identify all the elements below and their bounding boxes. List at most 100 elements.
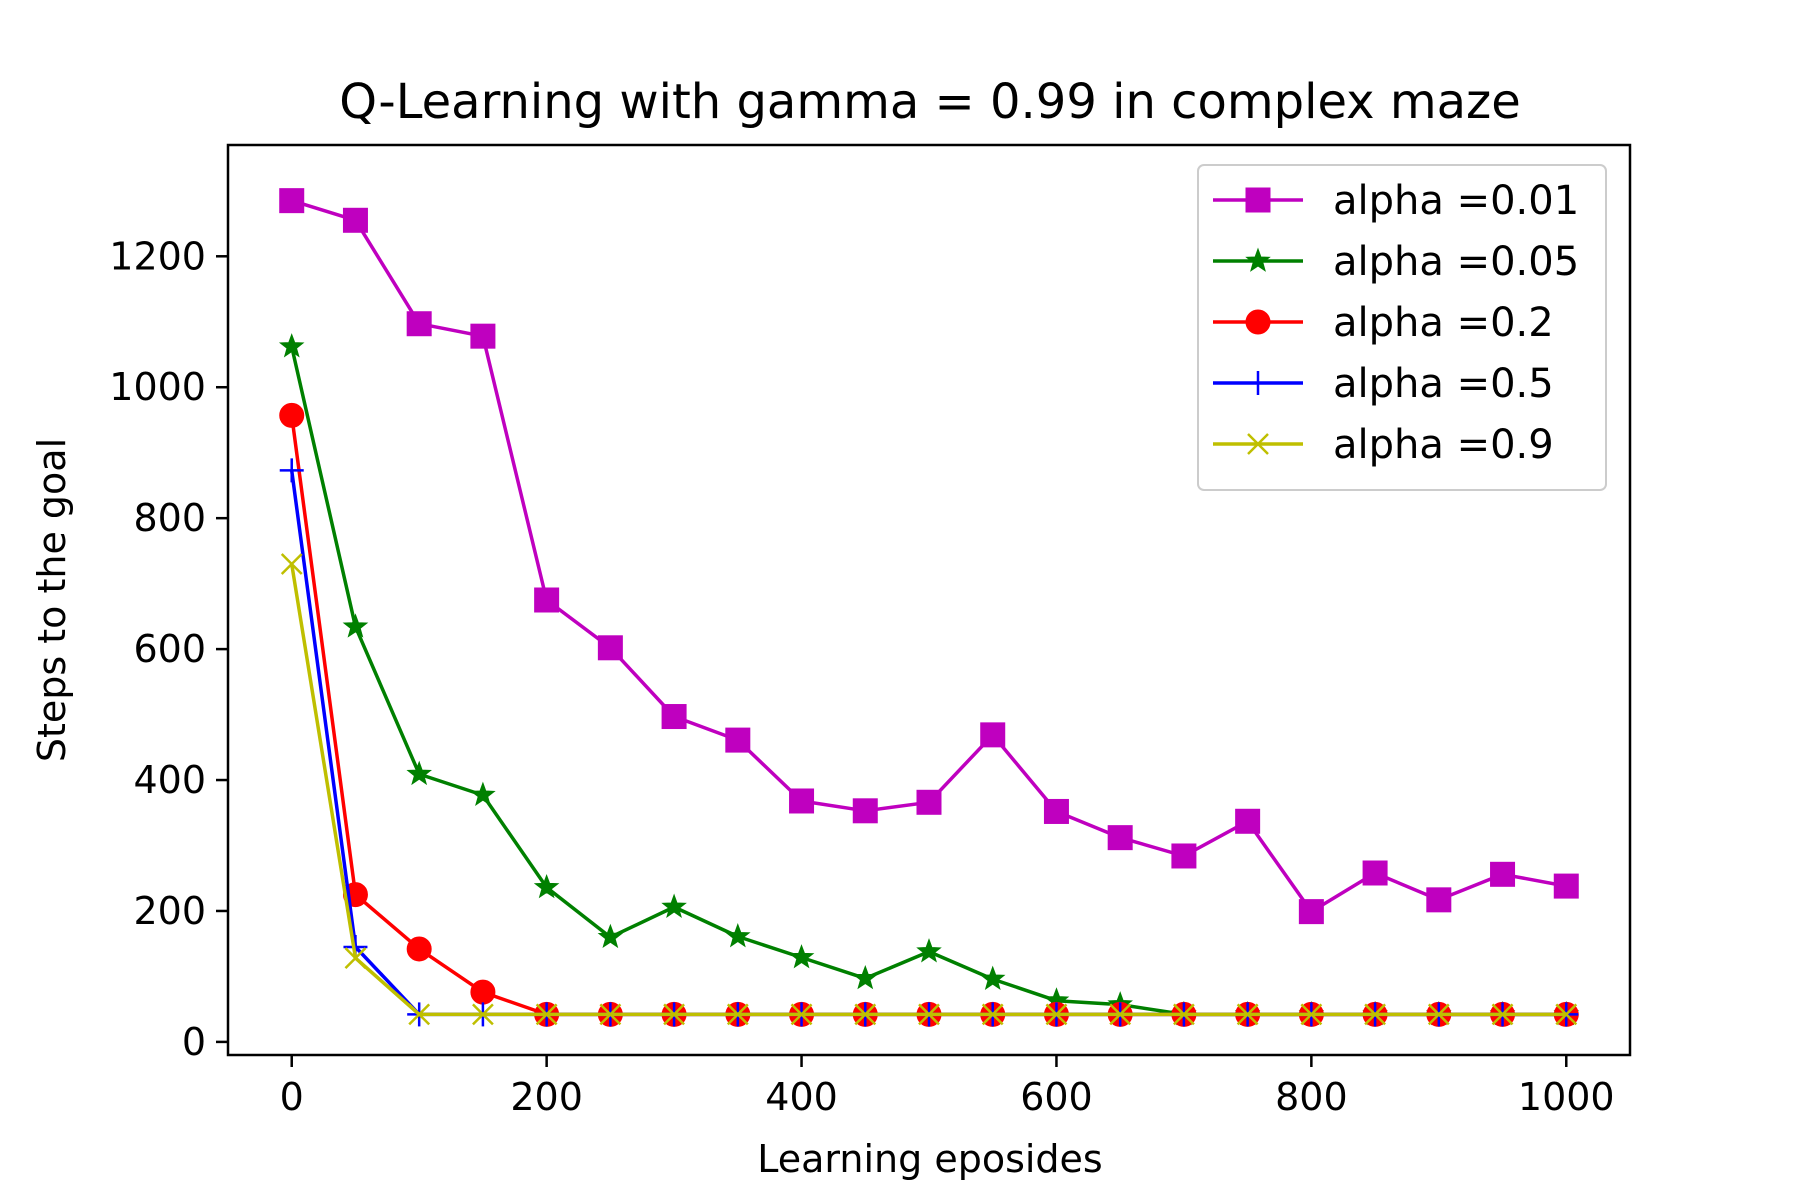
y-tick-label: 600 [133,627,206,671]
legend-label: alpha =0.05 [1333,239,1579,285]
series-4 [280,553,1578,1026]
legend-entry: alpha =0.2 [1213,300,1554,346]
marker-stroke [663,1003,685,1026]
marker-stroke [1491,1003,1514,1026]
series-line [289,470,1567,1017]
y-axis-label: Steps to the goal [30,438,74,762]
legend: alpha =0.01 alpha =0.05 alpha =0.2 alpha =0… [1197,164,1607,491]
marker-stroke [918,1003,940,1026]
y-tick-label: 800 [133,496,206,540]
data-point [1427,1003,1450,1026]
data-point [533,873,560,899]
marker-stroke [472,1003,494,1026]
data-point [470,781,496,806]
data-point [1236,1003,1259,1026]
y-tick-label: 0 [182,1020,206,1064]
data-point [918,1003,940,1026]
marker-stroke [1427,1003,1450,1026]
data-point [789,788,815,814]
marker-stroke [1109,1003,1132,1026]
data-point [726,1003,749,1026]
plot-area: 0 200 400 600 800 1000 0 200 400 600 800 1000 1200 [109,143,1632,1119]
data-point [279,402,305,428]
marker-stroke [599,1003,622,1026]
marker-stroke [344,947,367,969]
marker-stroke [854,1003,877,1026]
data-point [1043,798,1069,824]
data-point [342,207,368,233]
legend-marker [1245,187,1271,213]
data-point [790,1003,813,1026]
legend-marker [1247,433,1269,455]
x-tick-label: 600 [1020,1075,1093,1119]
marker-stroke [535,1003,558,1026]
data-point [725,923,751,948]
y-tick-label: 400 [133,758,206,802]
data-point [1109,1003,1132,1026]
data-point [597,635,623,661]
series-0 [279,188,1579,925]
data-point [1235,808,1261,834]
data-point [1364,1003,1386,1026]
data-point [278,333,305,358]
data-point [852,964,879,990]
chart-title: Q-Learning with gamma = 0.99 in complex … [339,74,1520,130]
plot-frame [226,143,1632,1057]
legend-label: alpha =0.5 [1333,361,1554,407]
data-point [1490,861,1516,887]
legend-marker [1245,247,1271,272]
legend-box [1197,164,1607,491]
marker-stroke [1247,433,1269,455]
data-point [1426,887,1452,913]
data-point [854,1003,877,1026]
data-point [981,1003,1004,1026]
marker-stroke [280,553,303,575]
marker-stroke [408,1003,431,1026]
data-point [597,923,624,949]
marker-stroke [1173,1003,1195,1026]
data-point [980,722,1006,748]
data-point [979,965,1006,990]
data-point [916,938,942,963]
legend-entry: alpha =0.5 [1213,361,1554,407]
data-point [663,1003,685,1026]
data-point [1045,1003,1068,1026]
data-point [1300,1003,1323,1026]
data-point [1171,843,1197,869]
data-point [406,760,432,786]
series-line [289,415,1567,1017]
data-point [470,979,496,1005]
data-point [1298,899,1324,925]
data-point [599,1003,622,1026]
data-point [535,1003,558,1026]
x-tick-label: 800 [1275,1075,1348,1119]
y-tick-label: 1200 [109,234,206,278]
data-point [408,1003,431,1026]
data-point [1491,1003,1514,1026]
data-point [1362,860,1388,886]
marker-stroke [981,1003,1004,1026]
data-point [280,553,303,575]
data-point [342,613,369,638]
legend-marker [1245,309,1271,335]
marker-stroke [1555,1003,1578,1026]
data-point [1173,1003,1195,1026]
y-tick-label: 1000 [109,365,206,409]
legend-marker [1246,371,1270,395]
data-point [344,947,367,969]
legend-label: alpha =0.2 [1333,300,1554,346]
data-point [1555,1003,1578,1026]
y-tick-label: 200 [133,889,206,933]
data-point [725,727,751,753]
x-tick-label: 200 [510,1075,583,1119]
legend-entry: alpha =0.05 [1213,239,1579,285]
x-tick-label: 400 [765,1075,838,1119]
x-axis-label: Learning eposides [757,1137,1102,1181]
marker-stroke [1236,1003,1259,1026]
data-point [1107,825,1133,851]
legend-entry: alpha =0.9 [1213,422,1554,468]
data-point [279,458,304,483]
marker-stroke [1300,1003,1323,1026]
legend-entry: alpha =0.01 [1213,178,1579,224]
